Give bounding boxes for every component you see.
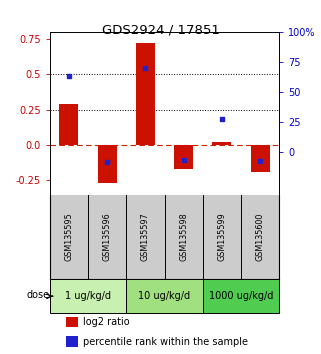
Text: log2 ratio: log2 ratio [83,317,130,327]
Bar [98,145,117,183]
Text: dose: dose [27,290,50,299]
Bar [66,317,78,327]
Text: GSM135596: GSM135596 [103,213,112,261]
Bar [50,279,126,313]
Bar [136,43,155,145]
Text: 1000 ug/kg/d: 1000 ug/kg/d [209,291,273,301]
Text: GSM135600: GSM135600 [256,213,265,261]
Text: percentile rank within the sample: percentile rank within the sample [83,337,248,347]
Point [143,65,148,71]
Text: 10 ug/kg/d: 10 ug/kg/d [138,291,191,301]
Point [181,157,186,162]
Bar [203,279,279,313]
Bar [66,336,78,347]
Text: GDS2924 / 17851: GDS2924 / 17851 [101,23,220,36]
Text: GSM135598: GSM135598 [179,213,188,261]
Text: 1 ug/kg/d: 1 ug/kg/d [65,291,111,301]
Bar [126,279,203,313]
Point [257,158,263,164]
Point [105,159,110,165]
Bar [174,145,193,169]
Bar [251,145,270,172]
Bar [59,104,78,145]
Bar [212,142,231,145]
Text: GSM135599: GSM135599 [217,212,226,261]
Text: GSM135597: GSM135597 [141,212,150,261]
Point [66,74,72,79]
Text: GSM135595: GSM135595 [65,212,74,261]
Point [219,116,224,121]
